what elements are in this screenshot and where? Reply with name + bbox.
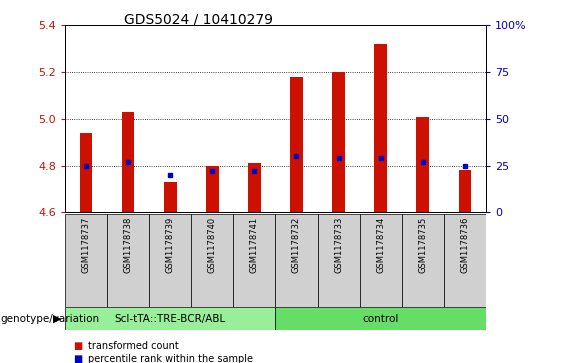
Bar [206,166,219,212]
Bar [318,214,360,307]
Text: GSM1178741: GSM1178741 [250,217,259,273]
Bar [149,214,191,307]
Bar [375,44,387,212]
Text: ▶: ▶ [53,314,61,324]
Text: percentile rank within the sample: percentile rank within the sample [88,354,253,363]
Text: GSM1178736: GSM1178736 [460,217,470,273]
Text: GSM1178734: GSM1178734 [376,217,385,273]
Bar [122,112,134,212]
Bar [107,214,149,307]
Bar [290,77,303,212]
Text: GDS5024 / 10410279: GDS5024 / 10410279 [124,13,273,27]
Text: genotype/variation: genotype/variation [1,314,99,324]
Text: GSM1178737: GSM1178737 [81,217,90,273]
Bar [80,133,92,212]
Text: GSM1178739: GSM1178739 [166,217,175,273]
Bar [416,117,429,212]
Text: control: control [363,314,399,323]
Bar [276,307,486,330]
Bar [444,214,486,307]
Text: GSM1178740: GSM1178740 [208,217,217,273]
Text: GSM1178733: GSM1178733 [334,217,343,273]
Bar [459,170,471,212]
Bar [276,214,318,307]
Bar [402,214,444,307]
Bar [164,182,176,212]
Text: GSM1178735: GSM1178735 [418,217,427,273]
Text: GSM1178732: GSM1178732 [292,217,301,273]
Bar [233,214,276,307]
Bar [65,307,276,330]
Text: ■: ■ [73,354,82,363]
Text: ScI-tTA::TRE-BCR/ABL: ScI-tTA::TRE-BCR/ABL [115,314,226,323]
Bar [359,214,402,307]
Text: transformed count: transformed count [88,340,179,351]
Text: GSM1178738: GSM1178738 [124,217,133,273]
Bar [332,72,345,212]
Text: ■: ■ [73,340,82,351]
Bar [248,163,260,212]
Bar [191,214,233,307]
Bar [65,214,107,307]
